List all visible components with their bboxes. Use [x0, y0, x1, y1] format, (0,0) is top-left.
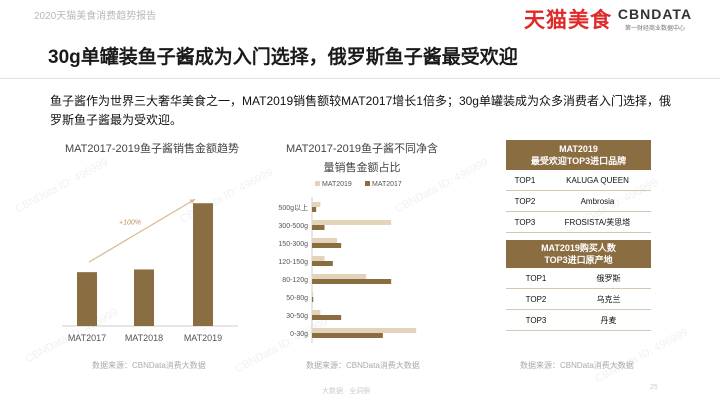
bar-mat2019-2	[312, 238, 337, 243]
cbndata-logo: CBNDATA 第一财经商业数据中心	[610, 6, 700, 32]
origin-cell: 乌克兰	[596, 294, 621, 304]
bar-mat2017-7	[312, 333, 383, 338]
rank-cell: TOP1	[525, 273, 547, 283]
bar-mat2019-5	[312, 292, 314, 297]
growth-arrow	[88, 198, 196, 263]
size-share-chart: MAT2019 MAT2017 500g以上 300-500g 150-300g 12…	[278, 181, 417, 343]
source-note-chart1: 数据来源：CBNData消费大数据	[92, 361, 206, 370]
y-tick-label: 500g以上	[278, 203, 308, 212]
growth-arrowhead	[189, 199, 195, 204]
bar-mat2018	[134, 269, 154, 326]
title-divider	[0, 78, 720, 79]
y-tick-label: 50-80g	[286, 295, 308, 302]
bar-mat2017	[77, 272, 97, 326]
bar-mat2019-7	[312, 328, 417, 333]
source-note-tables: 数据来源：CBNData消费大数据	[520, 361, 634, 370]
legend-label-mat2017: MAT2017	[372, 181, 402, 188]
report-label: 2020天猫美食消费趋势报告	[34, 11, 157, 22]
page-title: 30g单罐装鱼子酱成为入门选择，俄罗斯鱼子酱最受欢迎	[48, 47, 518, 68]
tmall-food-logo: 天猫美食	[524, 9, 612, 32]
x-tick-label: MAT2019	[184, 333, 222, 343]
sales-trend-chart: MAT2017 MAT2018 MAT2019 +100%	[62, 198, 238, 343]
table-row: TOP2 乌克兰	[506, 289, 651, 310]
rank-cell: TOP2	[525, 294, 547, 304]
x-tick-label: MAT2018	[125, 333, 163, 343]
cbndata-logo-text: CBNDATA	[617, 6, 693, 22]
brand-cell: FROSISTA/芙思塔	[564, 217, 631, 227]
bar-mat2017-3	[312, 261, 333, 266]
table-header-line1: MAT2019购买人数	[541, 243, 616, 253]
table-header: MAT2019购买人数 TOP3进口原产地	[506, 240, 651, 268]
legend-swatch-mat2019	[315, 181, 320, 186]
y-tick-label: 80-120g	[282, 277, 308, 284]
page-number: 25	[650, 384, 658, 391]
bar-mat2019-1	[312, 220, 392, 225]
bar-mat2019-6	[312, 310, 321, 315]
footer-slogan: 大数据 · 全洞察	[322, 388, 371, 395]
chart2-legend: MAT2019 MAT2017	[315, 181, 402, 188]
bar-mat2017-0	[312, 207, 317, 212]
y-tick-label: 0-30g	[290, 331, 308, 338]
origin-cell: 丹麦	[600, 315, 617, 325]
top-origins-table: MAT2019购买人数 TOP3进口原产地 TOP1 俄罗斯 TOP2 乌克兰 …	[506, 240, 651, 331]
bar-mat2017-1	[312, 225, 325, 230]
y-tick-label: 300-500g	[278, 223, 308, 230]
growth-annotation: +100%	[119, 220, 141, 227]
top-brands-table: MAT2019 最受欢迎TOP3进口品牌 TOP1 KALUGA QUEEN T…	[506, 140, 651, 233]
bar-mat2019-3	[312, 256, 325, 261]
chart2-title: MAT2017-2019鱼子酱不同净含量销售金额占比	[285, 143, 438, 174]
x-tick-label: MAT2017	[68, 333, 106, 343]
bar-mat2017-4	[312, 279, 392, 284]
legend-label-mat2019: MAT2019	[322, 181, 352, 188]
bar-mat2019-0	[312, 202, 321, 207]
table-row: TOP1 KALUGA QUEEN	[506, 170, 651, 191]
table-header-line1: MAT2019	[559, 144, 598, 154]
table-row: TOP1 俄罗斯	[506, 268, 651, 289]
table-header-line2: TOP3进口原产地	[544, 255, 613, 265]
summary-text: 鱼子酱作为世界三大奢华美食之一，MAT2019销售额较MAT2017增长1倍多；…	[50, 94, 671, 127]
cbndata-logo-subtext: 第一财经商业数据中心	[624, 26, 685, 32]
bar-mat2017-2	[312, 243, 342, 248]
brand-cell: KALUGA QUEEN	[566, 175, 629, 185]
rank-cell: TOP2	[514, 196, 536, 206]
bar-mat2017-5	[312, 297, 314, 302]
table-row: TOP3 丹麦	[506, 310, 651, 331]
table-row: TOP2 Ambrosia	[506, 191, 651, 212]
rank-cell: TOP3	[525, 315, 547, 325]
chart1-title: MAT2017-2019鱼子酱销售金额趋势	[64, 143, 239, 155]
origin-cell: 俄罗斯	[596, 273, 621, 283]
brand-cell: Ambrosia	[580, 196, 615, 206]
legend-swatch-mat2017	[365, 181, 370, 186]
y-tick-label: 30-50g	[286, 313, 308, 320]
y-tick-label: 150-300g	[278, 241, 308, 248]
bar-mat2017-6	[312, 315, 342, 320]
table-row: TOP3 FROSISTA/芙思塔	[506, 212, 651, 233]
table-header-line2: 最受欢迎TOP3进口品牌	[530, 156, 627, 166]
watermark: CBNData ID: 496999	[593, 326, 691, 386]
rank-cell: TOP1	[514, 175, 536, 185]
source-note-chart2: 数据来源：CBNData消费大数据	[306, 361, 420, 370]
table-header: MAT2019 最受欢迎TOP3进口品牌	[506, 140, 651, 170]
y-tick-label: 120-150g	[278, 259, 308, 266]
bar-mat2019-4	[312, 274, 367, 279]
bar-mat2019	[193, 203, 213, 326]
rank-cell: TOP3	[514, 217, 536, 227]
